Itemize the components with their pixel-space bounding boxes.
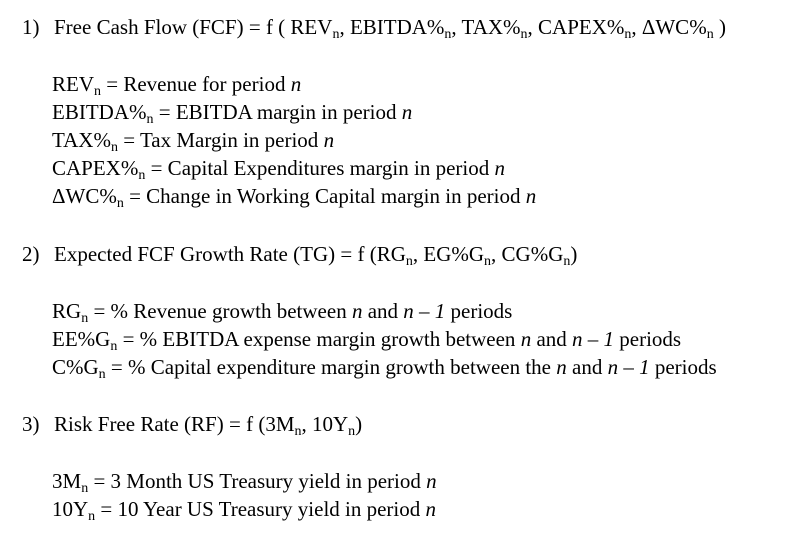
italic-variable: n xyxy=(425,497,437,521)
text-run: C%G xyxy=(52,355,99,379)
subscript: n xyxy=(98,367,106,382)
text-run: REV xyxy=(52,72,94,96)
definition-rg: RGn = % Revenue growth between n and n –… xyxy=(52,297,513,326)
text-run: EE%G xyxy=(52,327,111,351)
text-run: 3M xyxy=(52,469,82,493)
text-run: = 10 Year US Treasury yield in period xyxy=(95,497,426,521)
section-3-number: 3) xyxy=(22,412,40,436)
text-run: EBITDA% xyxy=(52,100,147,124)
text-run: periods xyxy=(649,355,717,379)
text-run: , CAPEX% xyxy=(527,15,625,39)
text-run: = EBITDA margin in period xyxy=(153,100,402,124)
text-run: and xyxy=(362,299,404,323)
definition-3m: 3Mn = 3 Month US Treasury yield in perio… xyxy=(52,467,437,496)
section-1-number: 1) xyxy=(22,15,40,39)
italic-variable: n xyxy=(525,184,537,208)
definition-rev: REVn = Revenue for period n xyxy=(52,70,302,99)
section-1-heading-text: Free Cash Flow (FCF) = f ( REVn, EBITDA%… xyxy=(54,13,726,42)
text-run: and xyxy=(566,355,608,379)
section-2-heading: 2) Expected FCF Growth Rate (TG) = f (RG… xyxy=(22,240,577,269)
text-run: = Revenue for period xyxy=(101,72,291,96)
italic-variable: n xyxy=(323,128,335,152)
text-run: , EG%G xyxy=(412,242,485,266)
italic-variable: n – 1 xyxy=(403,299,446,323)
italic-variable: n xyxy=(426,469,437,493)
text-run: = Change in Working Capital margin in pe… xyxy=(123,184,526,208)
text-run: ) xyxy=(355,412,363,436)
definition-dwc: ΔWC%n = Change in Working Capital margin… xyxy=(52,182,537,211)
section-3-heading-text: Risk Free Rate (RF) = f (3Mn, 10Yn) xyxy=(54,410,363,439)
italic-variable: n xyxy=(351,299,363,323)
subscript: n xyxy=(138,168,146,183)
subscript: n xyxy=(81,311,89,326)
subscript: n xyxy=(94,84,101,99)
definition-cg: C%Gn = % Capital expenditure margin grow… xyxy=(52,353,717,382)
subscript: n xyxy=(110,140,118,155)
definition-capex: CAPEX%n = Capital Expenditures margin in… xyxy=(52,154,505,183)
subscript: n xyxy=(146,112,154,127)
text-run: , CG%G xyxy=(491,242,564,266)
text-run: ) xyxy=(713,15,726,39)
section-2-number: 2) xyxy=(22,242,40,266)
subscript: n xyxy=(88,509,96,524)
italic-variable: n – 1 xyxy=(572,327,615,351)
text-run: , ΔWC% xyxy=(631,15,707,39)
italic-variable: n xyxy=(401,100,413,124)
subscript: n xyxy=(348,424,356,439)
text-run: RG xyxy=(52,299,82,323)
text-run: Risk Free Rate (RF) = f (3M xyxy=(54,412,295,436)
italic-variable: n xyxy=(520,327,532,351)
text-run: and xyxy=(531,327,573,351)
definition-eeg: EE%Gn = % EBITDA expense margin growth b… xyxy=(52,325,682,354)
section-1-heading: 1) Free Cash Flow (FCF) = f ( REVn, EBIT… xyxy=(22,13,726,42)
text-run: = Tax Margin in period xyxy=(117,128,324,152)
subscript: n xyxy=(110,339,118,354)
subscript: n xyxy=(484,254,492,269)
section-2-heading-text: Expected FCF Growth Rate (TG) = f (RGn, … xyxy=(54,240,578,269)
text-run: , TAX% xyxy=(451,15,521,39)
subscript: n xyxy=(563,254,571,269)
italic-variable: n – 1 xyxy=(607,355,650,379)
subscript: n xyxy=(444,27,452,42)
text-run: = % EBITDA expense margin growth between xyxy=(117,327,521,351)
definition-ebitda: EBITDA%n = EBITDA margin in period n xyxy=(52,98,413,127)
text-run: periods xyxy=(614,327,682,351)
text-run: Expected FCF Growth Rate (TG) = f (RG xyxy=(54,242,406,266)
definition-tax: TAX%n = Tax Margin in period n xyxy=(52,126,335,155)
text-run: Free Cash Flow (FCF) = f ( REV xyxy=(54,15,333,39)
subscript: n xyxy=(520,27,528,42)
section-3-heading: 3) Risk Free Rate (RF) = f (3Mn, 10Yn) xyxy=(22,410,362,439)
subscript: n xyxy=(332,27,340,42)
text-run: = 3 Month US Treasury yield in period xyxy=(88,469,427,493)
subscript: n xyxy=(294,424,302,439)
text-run: 10Y xyxy=(52,497,89,521)
text-run: , EBITDA% xyxy=(339,15,445,39)
italic-variable: n xyxy=(494,156,505,180)
italic-variable: n xyxy=(290,72,302,96)
text-run: CAPEX% xyxy=(52,156,139,180)
text-run: ΔWC% xyxy=(52,184,117,208)
text-run: TAX% xyxy=(52,128,111,152)
subscript: n xyxy=(81,481,89,496)
text-run: = % Capital expenditure margin growth be… xyxy=(105,355,557,379)
italic-variable: n xyxy=(556,355,567,379)
subscript: n xyxy=(706,27,714,42)
text-run: = % Revenue growth between xyxy=(88,299,352,323)
definition-10y: 10Yn = 10 Year US Treasury yield in peri… xyxy=(52,495,437,524)
text-run: , 10Y xyxy=(301,412,349,436)
subscript: n xyxy=(405,254,413,269)
text-run: periods xyxy=(445,299,513,323)
subscript: n xyxy=(116,196,124,211)
subscript: n xyxy=(624,27,632,42)
text-run: = Capital Expenditures margin in period xyxy=(145,156,495,180)
text-run: ) xyxy=(570,242,578,266)
